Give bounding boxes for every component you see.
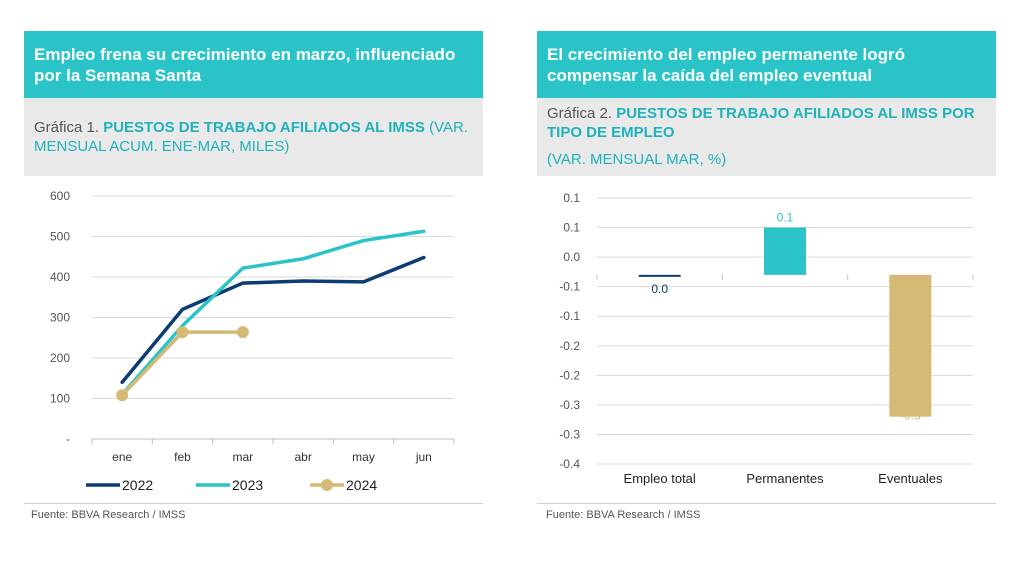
y-tick-label: 0.1 (563, 191, 580, 205)
data-point-2024 (116, 389, 129, 402)
line-chart-employment: - 100 200 300 400 500 600 ene feb mar abr may jun 202… (50, 189, 455, 493)
legend-label: 2023 (232, 477, 263, 493)
panel1-chart-prefix: Gráfica 1. (34, 119, 104, 136)
y-tick-label: 100 (50, 392, 70, 406)
panel2-source: Fuente: BBVA Research / IMSS (546, 509, 701, 521)
panel1-source: Fuente: BBVA Research / IMSS (31, 509, 186, 521)
y-tick-label: -0.1 (559, 309, 580, 323)
bar-empleo-total (638, 274, 681, 277)
panel1-divider (24, 503, 483, 504)
x-tick-label: feb (174, 450, 191, 464)
bar-eventuales (889, 274, 932, 417)
panel1-chart-title-box: Gráfica 1. PUESTOS DE TRABAJO AFILIADOS … (24, 98, 483, 176)
panel1-chart-title: PUESTOS DE TRABAJO AFILIADOS AL IMSS (103, 119, 425, 136)
x-tick-label: may (352, 450, 375, 464)
data-label: 0.1 (777, 211, 794, 225)
x-tick-label: Permanentes (746, 471, 824, 486)
panel2-divider (537, 503, 996, 504)
panel-employment-cumulative: Empleo frena su crecimiento en marzo, in… (24, 31, 483, 176)
x-tick-label: Eventuales (878, 471, 943, 486)
y-tick-label: -0.2 (559, 339, 580, 353)
legend-label: 2024 (346, 477, 377, 493)
legend-label: 2022 (122, 477, 153, 493)
data-label: -0.3 (900, 409, 921, 423)
y-tick-label: 200 (50, 351, 70, 365)
data-point-2024 (236, 326, 249, 339)
panel1-chart-subtitle: (VAR. MENSUAL ACUM. ENE-MAR, MILES) (34, 119, 468, 155)
bar-chart-employment-type: 0.1 0.1 0.0 -0.1 -0.1 -0.2 -0.2 -0.3 -0.3 -0.4 0.0… (559, 191, 974, 486)
x-tick-label: ene (112, 450, 132, 464)
panel-employment-type: El crecimiento del empleo permanente log… (537, 31, 996, 176)
x-tick-label: mar (232, 450, 253, 464)
y-tick-label: 500 (50, 230, 70, 244)
y-tick-label: 300 (50, 311, 70, 325)
panel1-headline: Empleo frena su crecimiento en marzo, in… (24, 31, 483, 98)
x-tick-label: jun (415, 450, 432, 464)
y-tick-label: -0.1 (559, 280, 580, 294)
series-line-2024 (120, 330, 245, 398)
y-tick-label: -0.3 (559, 398, 580, 412)
bar-permanentes (764, 227, 806, 275)
y-tick-label: 0.1 (563, 221, 580, 235)
panel2-chart-subtitle: (VAR. MENSUAL MAR, %) (547, 151, 727, 168)
panel2-chart-title-box: Gráfica 2. PUESTOS DE TRABAJO AFILIADOS … (537, 98, 996, 176)
y-tick-label: -0.2 (559, 368, 580, 382)
y-tick-label: 0.0 (563, 250, 580, 264)
y-tick-label: -0.3 (559, 427, 580, 441)
series-line-2023 (120, 229, 426, 397)
y-tick-label: 600 (50, 189, 70, 203)
y-tick-label: -0.4 (559, 457, 580, 471)
panel2-chart-prefix: Gráfica 2. (547, 105, 617, 122)
data-point-2024 (176, 326, 189, 339)
x-tick-label: Empleo total (624, 471, 696, 486)
y-tick-label: 400 (50, 270, 70, 284)
series-line-2022 (120, 255, 426, 385)
data-label: 0.0 (651, 282, 668, 296)
y-tick-label: - (66, 432, 70, 446)
panel2-headline: El crecimiento del empleo permanente log… (537, 31, 996, 98)
panel2-chart-title: PUESTOS DE TRABAJO AFILIADOS AL IMSS POR… (547, 105, 975, 141)
legend-marker-2024 (321, 479, 333, 491)
x-tick-label: abr (294, 450, 311, 464)
